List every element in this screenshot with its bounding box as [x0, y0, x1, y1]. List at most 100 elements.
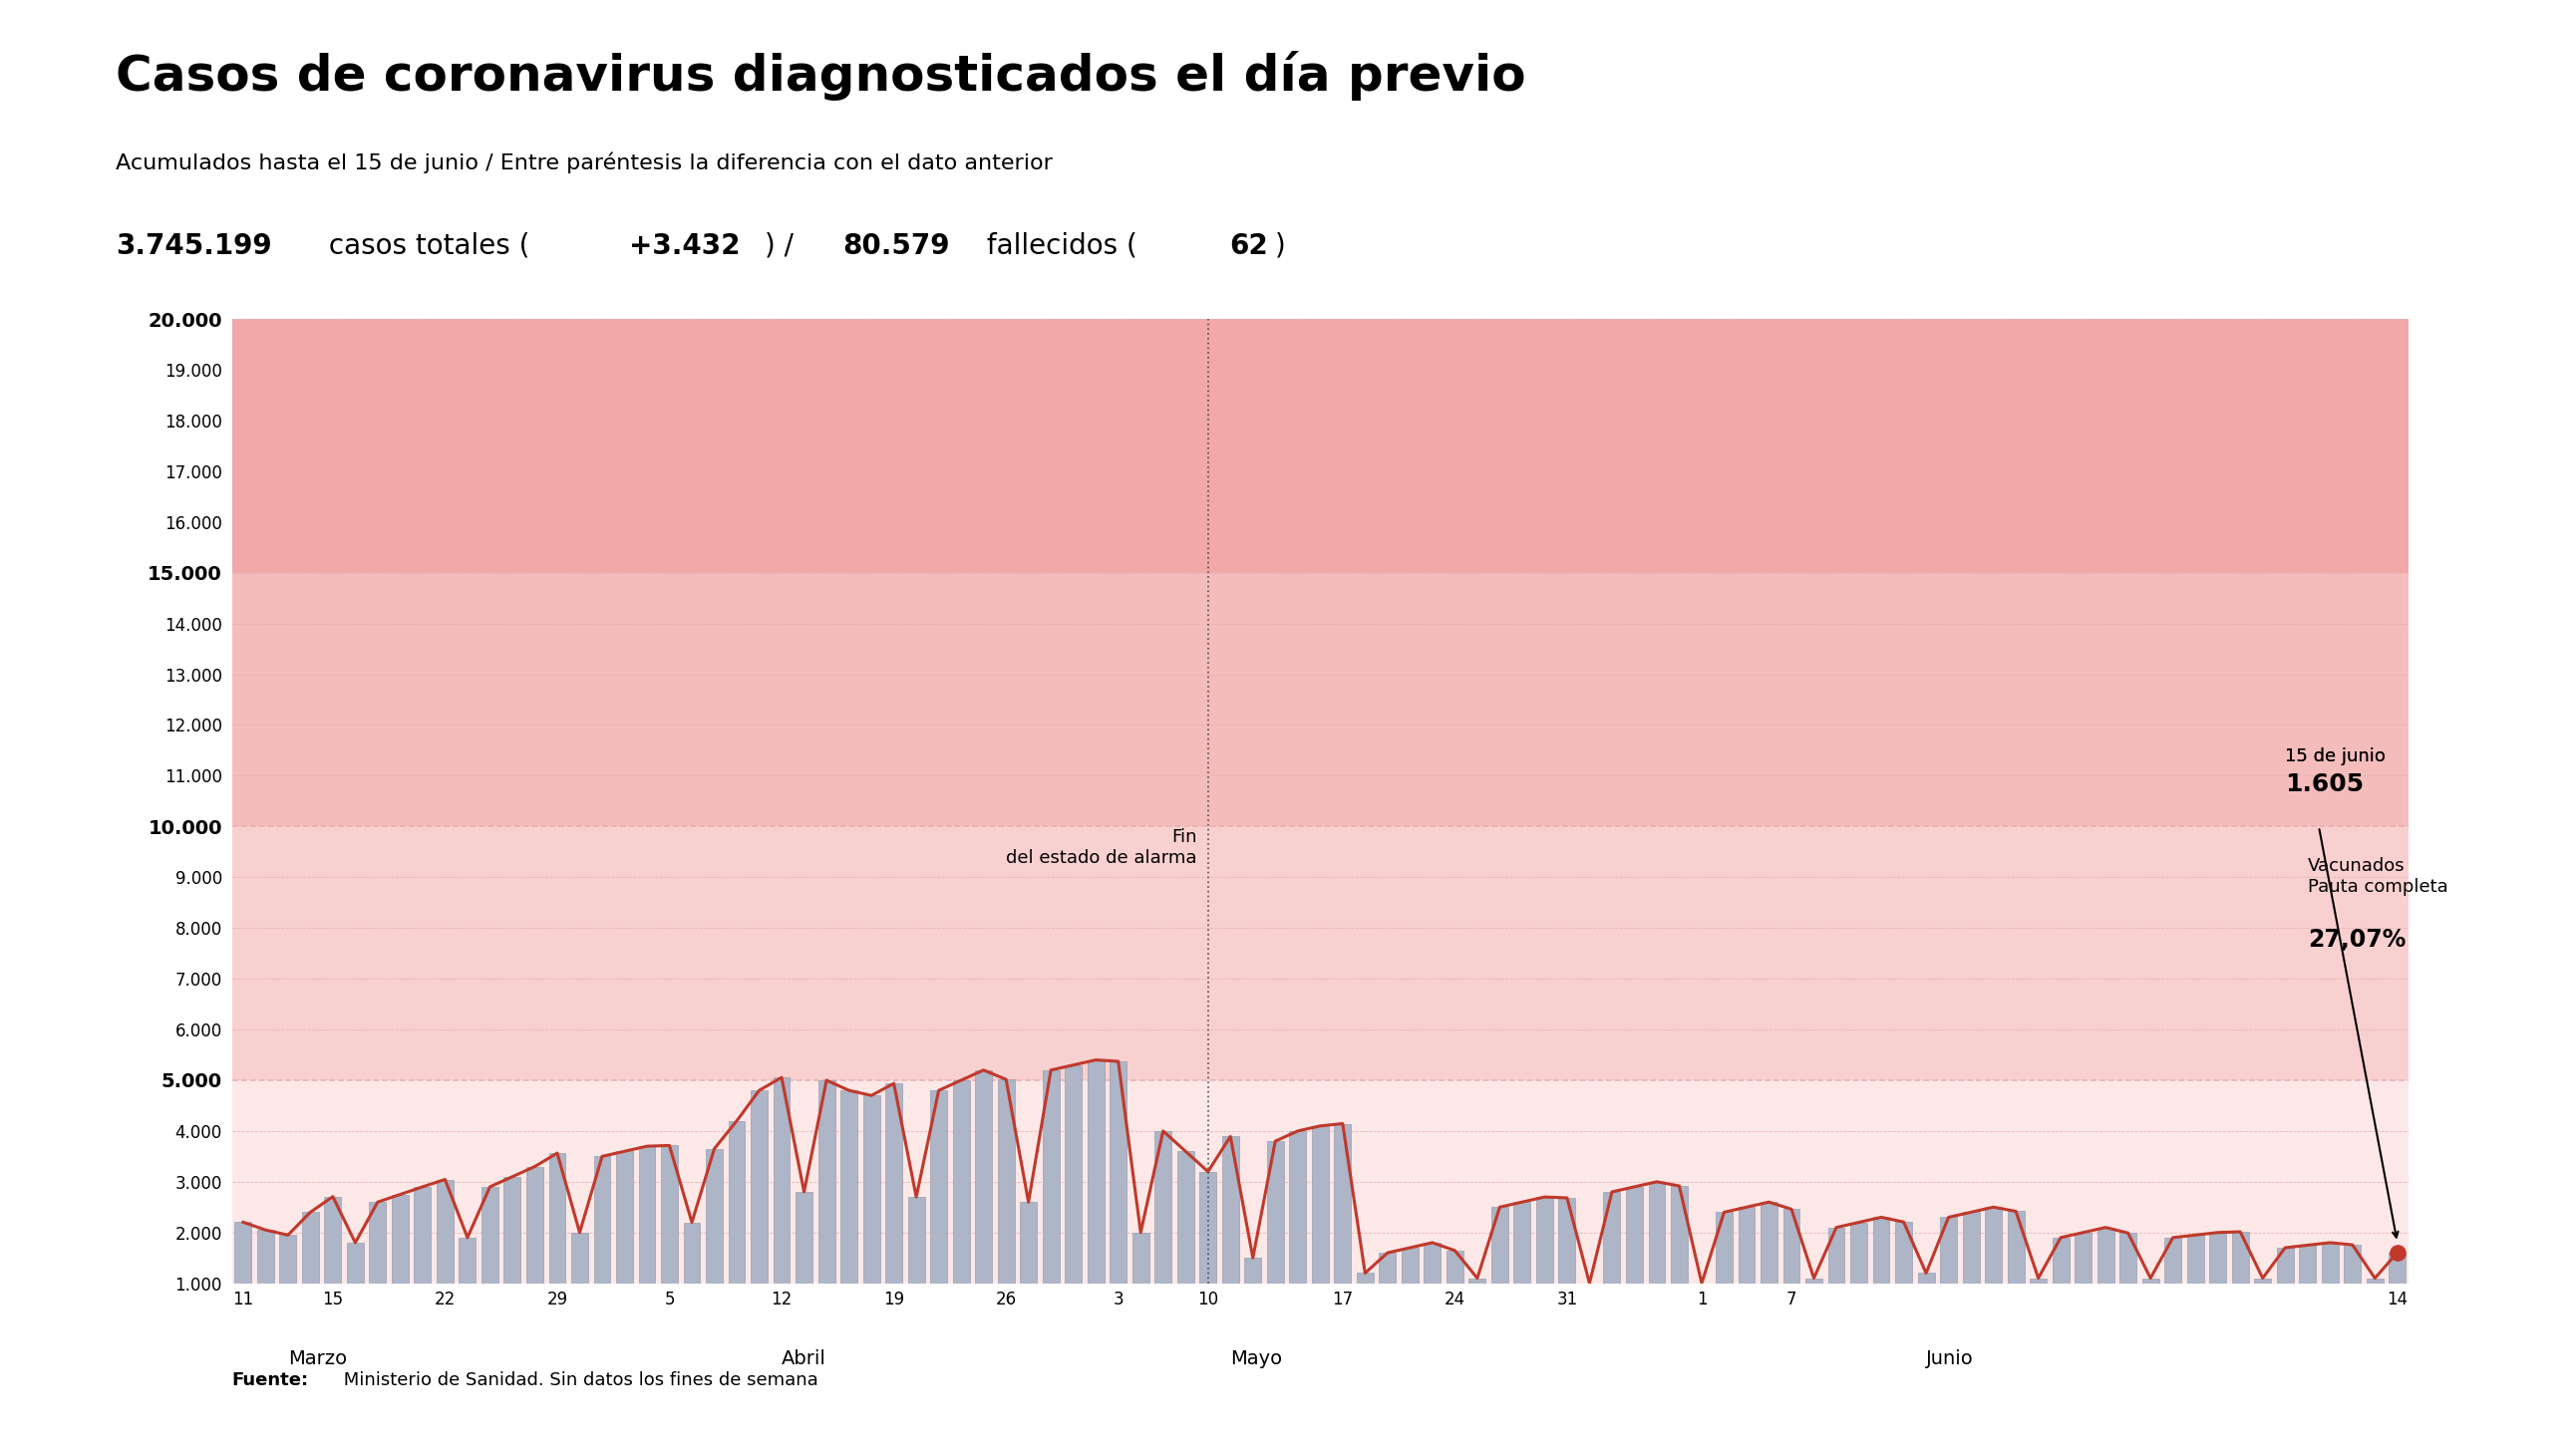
- Bar: [1515, 1202, 1530, 1283]
- Bar: [886, 1083, 902, 1283]
- Bar: [976, 1070, 992, 1283]
- Bar: [1177, 1151, 1193, 1283]
- Bar: [729, 1121, 744, 1283]
- Text: Mayo: Mayo: [1231, 1348, 1283, 1369]
- Bar: [1535, 1196, 1553, 1283]
- Bar: [930, 1090, 948, 1283]
- Bar: [840, 1090, 858, 1283]
- Bar: [750, 1090, 768, 1283]
- Bar: [773, 1077, 791, 1283]
- Bar: [2053, 1237, 2069, 1283]
- Bar: [1806, 1279, 1821, 1283]
- Bar: [572, 1232, 587, 1283]
- Bar: [1425, 1243, 1440, 1283]
- Text: Fuente:: Fuente:: [232, 1372, 309, 1389]
- Bar: [1154, 1131, 1172, 1283]
- Bar: [1064, 1064, 1082, 1283]
- Text: Vacunados
Pauta completa: Vacunados Pauta completa: [2308, 857, 2447, 896]
- Bar: [1334, 1124, 1350, 1283]
- Text: 80.579: 80.579: [842, 232, 951, 260]
- Bar: [1133, 1232, 1149, 1283]
- Bar: [2367, 1279, 2383, 1283]
- Bar: [2321, 1243, 2339, 1283]
- Bar: [1896, 1222, 1911, 1283]
- Bar: [1873, 1217, 1891, 1283]
- Text: 15 de junio: 15 de junio: [2285, 748, 2385, 766]
- Text: casos totales (: casos totales (: [319, 232, 531, 260]
- Bar: [1087, 1060, 1105, 1283]
- Bar: [526, 1166, 544, 1283]
- Bar: [549, 1153, 567, 1283]
- Bar: [706, 1148, 724, 1283]
- Bar: [435, 1179, 453, 1283]
- Bar: [683, 1222, 701, 1283]
- Text: +3.432: +3.432: [629, 232, 739, 260]
- Text: Abril: Abril: [781, 1348, 827, 1369]
- Bar: [2030, 1279, 2048, 1283]
- Bar: [415, 1186, 430, 1283]
- Bar: [1043, 1070, 1059, 1283]
- Bar: [459, 1237, 477, 1283]
- Text: ) /: ) /: [765, 232, 804, 260]
- Bar: [301, 1212, 319, 1283]
- Bar: [232, 319, 2409, 573]
- Bar: [1358, 1273, 1373, 1283]
- Bar: [1110, 1061, 1126, 1283]
- Text: Casos de coronavirus diagnosticados el día previo: Casos de coronavirus diagnosticados el d…: [116, 51, 1525, 100]
- Bar: [1291, 1131, 1306, 1283]
- Bar: [2120, 1232, 2136, 1283]
- Bar: [2344, 1246, 2360, 1283]
- Bar: [2210, 1232, 2226, 1283]
- Bar: [863, 1096, 881, 1283]
- Bar: [1672, 1186, 1687, 1283]
- Text: Marzo: Marzo: [289, 1348, 348, 1369]
- Bar: [2074, 1232, 2092, 1283]
- Bar: [1200, 1172, 1216, 1283]
- Text: Fin
del estado de alarma: Fin del estado de alarma: [1005, 828, 1198, 867]
- Bar: [1558, 1198, 1577, 1283]
- Bar: [232, 573, 2409, 826]
- Text: ): ): [1275, 232, 1285, 260]
- Bar: [1829, 1227, 1844, 1283]
- Bar: [1378, 1253, 1396, 1283]
- Text: 62: 62: [1229, 232, 1267, 260]
- Bar: [1986, 1206, 2002, 1283]
- Bar: [2254, 1279, 2272, 1283]
- Bar: [1917, 1273, 1935, 1283]
- Bar: [997, 1079, 1015, 1283]
- Bar: [232, 1080, 2409, 1283]
- Bar: [2388, 1253, 2406, 1283]
- Bar: [258, 1230, 273, 1283]
- Bar: [1311, 1125, 1329, 1283]
- Text: 3.745.199: 3.745.199: [116, 232, 273, 260]
- Bar: [2300, 1246, 2316, 1283]
- Bar: [953, 1080, 969, 1283]
- Bar: [1963, 1212, 1978, 1283]
- Bar: [1716, 1212, 1734, 1283]
- Text: fallecidos (: fallecidos (: [979, 232, 1139, 260]
- Bar: [1492, 1206, 1507, 1283]
- Bar: [482, 1186, 497, 1283]
- Bar: [1602, 1192, 1620, 1283]
- Bar: [1020, 1202, 1038, 1283]
- Bar: [234, 1222, 252, 1283]
- Bar: [1625, 1186, 1643, 1283]
- Text: Junio: Junio: [1927, 1348, 1973, 1369]
- Bar: [505, 1177, 520, 1283]
- Bar: [325, 1196, 340, 1283]
- Bar: [1850, 1222, 1868, 1283]
- Bar: [232, 826, 2409, 1080]
- Bar: [392, 1195, 410, 1283]
- Bar: [1221, 1137, 1239, 1283]
- Bar: [1649, 1182, 1664, 1283]
- Bar: [2231, 1232, 2249, 1283]
- Bar: [2187, 1235, 2205, 1283]
- Bar: [1468, 1279, 1486, 1283]
- Text: Acumulados hasta el 15 de junio / Entre paréntesis la diferencia con el dato ant: Acumulados hasta el 15 de junio / Entre …: [116, 152, 1054, 174]
- Bar: [662, 1146, 677, 1283]
- Bar: [819, 1080, 835, 1283]
- Bar: [1940, 1217, 1958, 1283]
- Bar: [2277, 1247, 2293, 1283]
- Bar: [2007, 1211, 2025, 1283]
- Bar: [1267, 1141, 1283, 1283]
